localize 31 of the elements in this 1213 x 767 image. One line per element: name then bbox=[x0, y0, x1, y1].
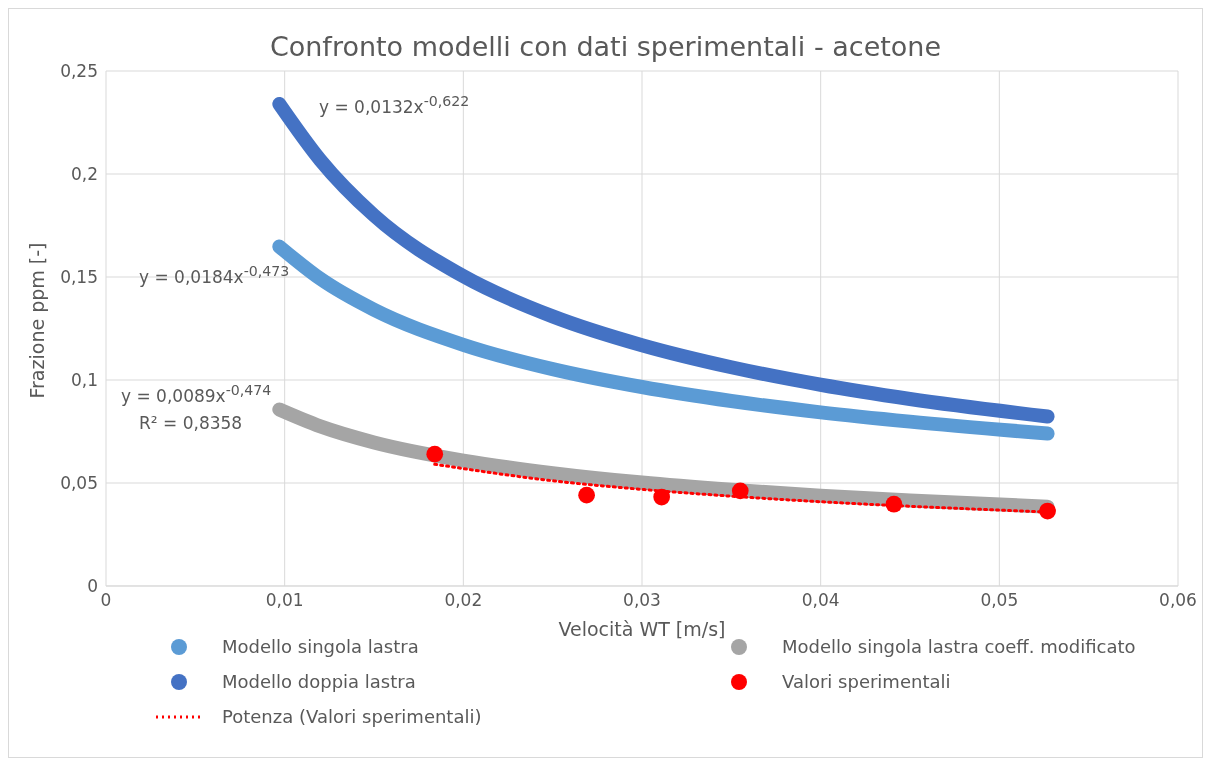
x-tick-label: 0,03 bbox=[623, 590, 661, 611]
x-tick-label: 0,02 bbox=[444, 590, 483, 611]
legend-label: Potenza (Valori sperimentali) bbox=[222, 706, 482, 727]
y-tick-label: 0,15 bbox=[60, 267, 98, 288]
legend-label: Modello singola lastra coeff. modificato bbox=[782, 636, 1136, 657]
x-tick-label: 0,06 bbox=[1159, 590, 1197, 611]
point bbox=[426, 445, 444, 463]
chart-title: Confronto modelli con dati sperimentali - acetone bbox=[268, 31, 943, 62]
annotation: y = 0,0184x$^{-0,473}$ bbox=[139, 263, 290, 287]
x-axis-title: Velocità WT [m/s] bbox=[558, 618, 726, 640]
y-tick-label: 0,05 bbox=[60, 473, 98, 494]
legend-label: Valori sperimentali bbox=[782, 671, 951, 692]
y-tick-label: 0,1 bbox=[70, 370, 98, 391]
y-tick-label: 0,2 bbox=[70, 164, 98, 185]
annotation: R² = 0,8358 bbox=[139, 413, 243, 433]
legend-label: Modello singola lastra bbox=[222, 636, 419, 657]
point bbox=[653, 488, 671, 506]
x-tick-label: 0 bbox=[100, 590, 112, 611]
x-tick-label: 0,01 bbox=[265, 590, 304, 611]
point bbox=[578, 486, 595, 504]
y-tick-label: 0 bbox=[87, 576, 98, 597]
y-tick-label: 0,25 bbox=[60, 61, 98, 82]
y-axis-title: Frazione ppm [-] bbox=[25, 242, 48, 399]
point bbox=[1039, 502, 1056, 520]
annotation: y = 0,0089x$^{-0,474}$ bbox=[121, 382, 272, 406]
x-tick-label: 0,04 bbox=[801, 590, 840, 611]
point bbox=[885, 495, 903, 513]
point bbox=[731, 482, 749, 500]
legend-label: Modello doppia lastra bbox=[222, 671, 416, 692]
annotation: y = 0,0132x$^{-0,622}$ bbox=[319, 93, 470, 117]
x-tick-label: 0,05 bbox=[980, 590, 1019, 611]
